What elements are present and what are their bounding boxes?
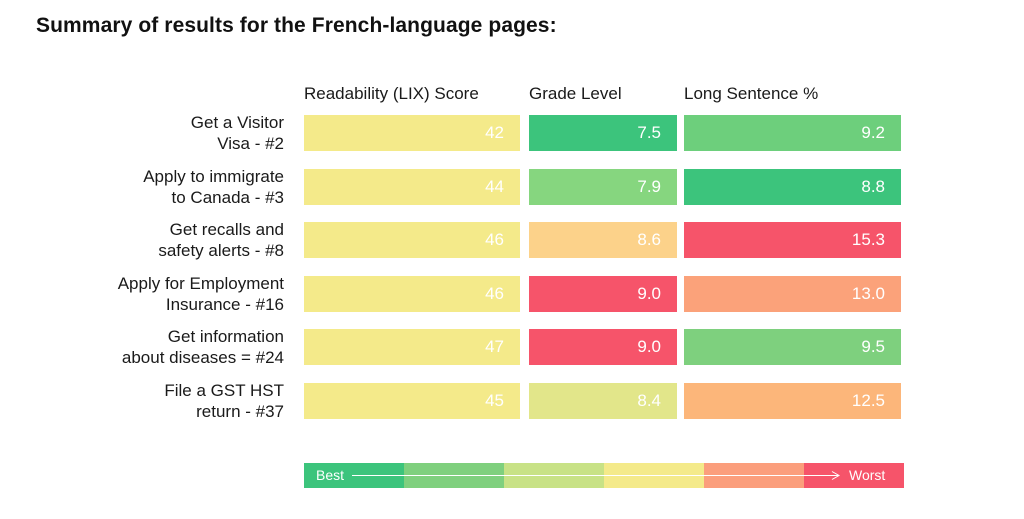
table-cell: 13.0 xyxy=(684,276,901,312)
row-label-line: Visa - #2 xyxy=(217,134,284,153)
row-label: Apply for Employment Insurance - #16 xyxy=(44,273,284,315)
column-header-grade-level: Grade Level xyxy=(529,84,622,103)
table-cell: 7.9 xyxy=(529,169,677,205)
row-label-line: Get recalls and xyxy=(169,220,284,239)
legend-best-label: Best xyxy=(316,467,345,483)
row-label: Get a Visitor Visa - #2 xyxy=(44,112,284,154)
row-label-line: Apply to immigrate xyxy=(143,167,284,186)
column-header-long-sentence: Long Sentence % xyxy=(684,84,819,103)
table-cell: 7.5 xyxy=(529,115,677,151)
table-cell: 44 xyxy=(304,169,520,205)
column-header-readability: Readability (LIX) Score xyxy=(304,84,479,103)
legend-worst-label: Worst xyxy=(849,467,886,483)
row-label-line: return - #37 xyxy=(196,402,284,421)
row-label-line: Insurance - #16 xyxy=(165,295,284,314)
row-label: Get recalls and safety alerts - #8 xyxy=(44,219,284,261)
table-cell: 9.0 xyxy=(529,276,677,312)
table-cell: 45 xyxy=(304,383,520,419)
table-cell: 42 xyxy=(304,115,520,151)
table-cell: 46 xyxy=(304,222,520,258)
table-cell: 9.5 xyxy=(684,329,901,365)
table-cell: 47 xyxy=(304,329,520,365)
table-cell: 8.6 xyxy=(529,222,677,258)
row-label-line: Apply for Employment xyxy=(117,274,284,293)
table-cell: 9.2 xyxy=(684,115,901,151)
row-label-line: Get information xyxy=(167,327,284,346)
table-cell: 9.0 xyxy=(529,329,677,365)
legend-arrow-icon xyxy=(352,471,841,480)
row-label-line: to Canada - #3 xyxy=(171,188,284,207)
row-label-line: safety alerts - #8 xyxy=(158,241,284,260)
table-cell: 12.5 xyxy=(684,383,901,419)
row-label: File a GST HST return - #37 xyxy=(44,380,284,422)
chart-title: Summary of results for the French-langua… xyxy=(36,14,557,37)
table-cell: 46 xyxy=(304,276,520,312)
table-cell: 8.4 xyxy=(529,383,677,419)
table-cell: 15.3 xyxy=(684,222,901,258)
table-cell: 8.8 xyxy=(684,169,901,205)
row-label-line: File a GST HST xyxy=(164,381,284,400)
row-label: Get information about diseases = #24 xyxy=(44,326,284,368)
row-label-line: about diseases = #24 xyxy=(121,348,284,367)
row-label: Apply to immigrate to Canada - #3 xyxy=(44,166,284,208)
row-label-line: Get a Visitor xyxy=(190,113,284,132)
